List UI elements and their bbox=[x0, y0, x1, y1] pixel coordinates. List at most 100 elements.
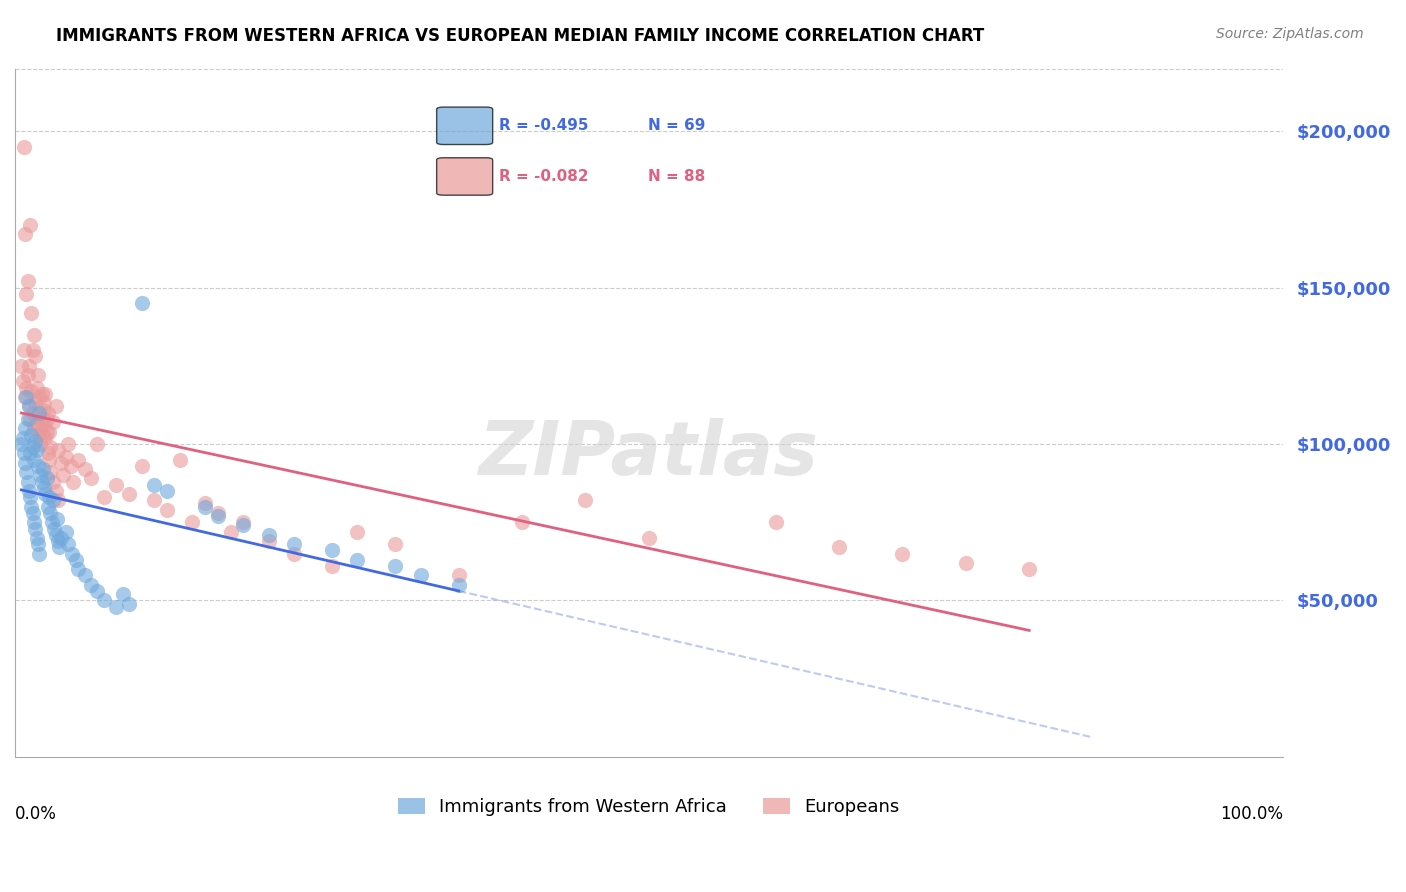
Point bbox=[11, 375, 34, 389]
Point bbox=[118, 597, 141, 611]
Point bbox=[15, 286, 38, 301]
Point bbox=[21, 506, 44, 520]
Point bbox=[86, 437, 108, 451]
Point bbox=[955, 556, 977, 570]
Point bbox=[14, 227, 37, 242]
Point bbox=[181, 515, 204, 529]
Point bbox=[59, 458, 82, 473]
Point bbox=[46, 443, 69, 458]
Point bbox=[25, 531, 48, 545]
Point bbox=[55, 524, 77, 539]
Point bbox=[25, 381, 48, 395]
Point bbox=[73, 462, 96, 476]
Point bbox=[143, 493, 166, 508]
Point bbox=[169, 452, 191, 467]
Point bbox=[18, 483, 41, 498]
Point bbox=[35, 471, 58, 485]
Point bbox=[18, 412, 41, 426]
Point bbox=[25, 415, 48, 429]
Point bbox=[37, 446, 59, 460]
Point bbox=[39, 506, 62, 520]
Point bbox=[31, 475, 53, 489]
Point bbox=[37, 406, 59, 420]
Point bbox=[194, 496, 217, 510]
Point bbox=[22, 327, 45, 342]
Point bbox=[891, 547, 914, 561]
Point bbox=[384, 559, 406, 574]
Point bbox=[22, 421, 45, 435]
Point bbox=[257, 528, 280, 542]
Point bbox=[17, 475, 39, 489]
Point bbox=[45, 512, 67, 526]
Point bbox=[14, 421, 37, 435]
Point bbox=[45, 400, 67, 414]
Point bbox=[131, 458, 153, 473]
Point bbox=[283, 547, 305, 561]
Point bbox=[20, 500, 42, 514]
Point bbox=[219, 524, 242, 539]
Point bbox=[34, 387, 56, 401]
Point bbox=[86, 584, 108, 599]
Point bbox=[18, 400, 41, 414]
Point bbox=[46, 534, 69, 549]
Point bbox=[67, 452, 90, 467]
Point bbox=[232, 518, 254, 533]
Point bbox=[58, 537, 80, 551]
Point bbox=[49, 531, 72, 545]
Point bbox=[207, 508, 229, 523]
Point bbox=[62, 475, 84, 489]
Point bbox=[52, 468, 75, 483]
Point bbox=[93, 490, 115, 504]
Point bbox=[60, 547, 83, 561]
Point bbox=[48, 541, 70, 555]
Point bbox=[13, 343, 35, 358]
Point bbox=[24, 350, 46, 364]
Point bbox=[156, 483, 179, 498]
Point bbox=[28, 409, 51, 423]
Point bbox=[105, 477, 128, 491]
Legend: Immigrants from Western Africa, Europeans: Immigrants from Western Africa, European… bbox=[391, 791, 907, 823]
Point bbox=[38, 452, 60, 467]
Point bbox=[31, 412, 53, 426]
Point bbox=[21, 440, 44, 454]
Point bbox=[93, 593, 115, 607]
Point bbox=[28, 390, 51, 404]
Point bbox=[510, 515, 533, 529]
Point bbox=[39, 465, 62, 479]
Point bbox=[11, 431, 34, 445]
Point bbox=[38, 490, 60, 504]
Point bbox=[44, 522, 66, 536]
Point bbox=[447, 568, 470, 582]
Point bbox=[32, 396, 55, 410]
Point bbox=[15, 390, 38, 404]
Point bbox=[32, 481, 55, 495]
Point bbox=[15, 465, 38, 479]
Point bbox=[80, 578, 103, 592]
Point bbox=[46, 493, 69, 508]
Point bbox=[156, 502, 179, 516]
Point bbox=[28, 547, 51, 561]
Point bbox=[24, 434, 46, 448]
Point bbox=[28, 406, 51, 420]
Point bbox=[65, 553, 87, 567]
Point bbox=[27, 458, 49, 473]
Point bbox=[17, 412, 39, 426]
Point bbox=[22, 515, 45, 529]
Point bbox=[828, 541, 851, 555]
Point bbox=[38, 425, 60, 439]
Point bbox=[35, 425, 58, 439]
Point bbox=[232, 515, 254, 529]
Point bbox=[30, 468, 52, 483]
Point bbox=[321, 559, 343, 574]
Point bbox=[105, 599, 128, 614]
Point bbox=[20, 427, 42, 442]
Point bbox=[45, 483, 67, 498]
Text: Source: ZipAtlas.com: Source: ZipAtlas.com bbox=[1216, 27, 1364, 41]
Point bbox=[24, 522, 46, 536]
Point bbox=[143, 477, 166, 491]
Point bbox=[73, 568, 96, 582]
Point bbox=[18, 400, 41, 414]
Point bbox=[30, 421, 52, 435]
Point bbox=[20, 305, 42, 319]
Point bbox=[31, 387, 53, 401]
